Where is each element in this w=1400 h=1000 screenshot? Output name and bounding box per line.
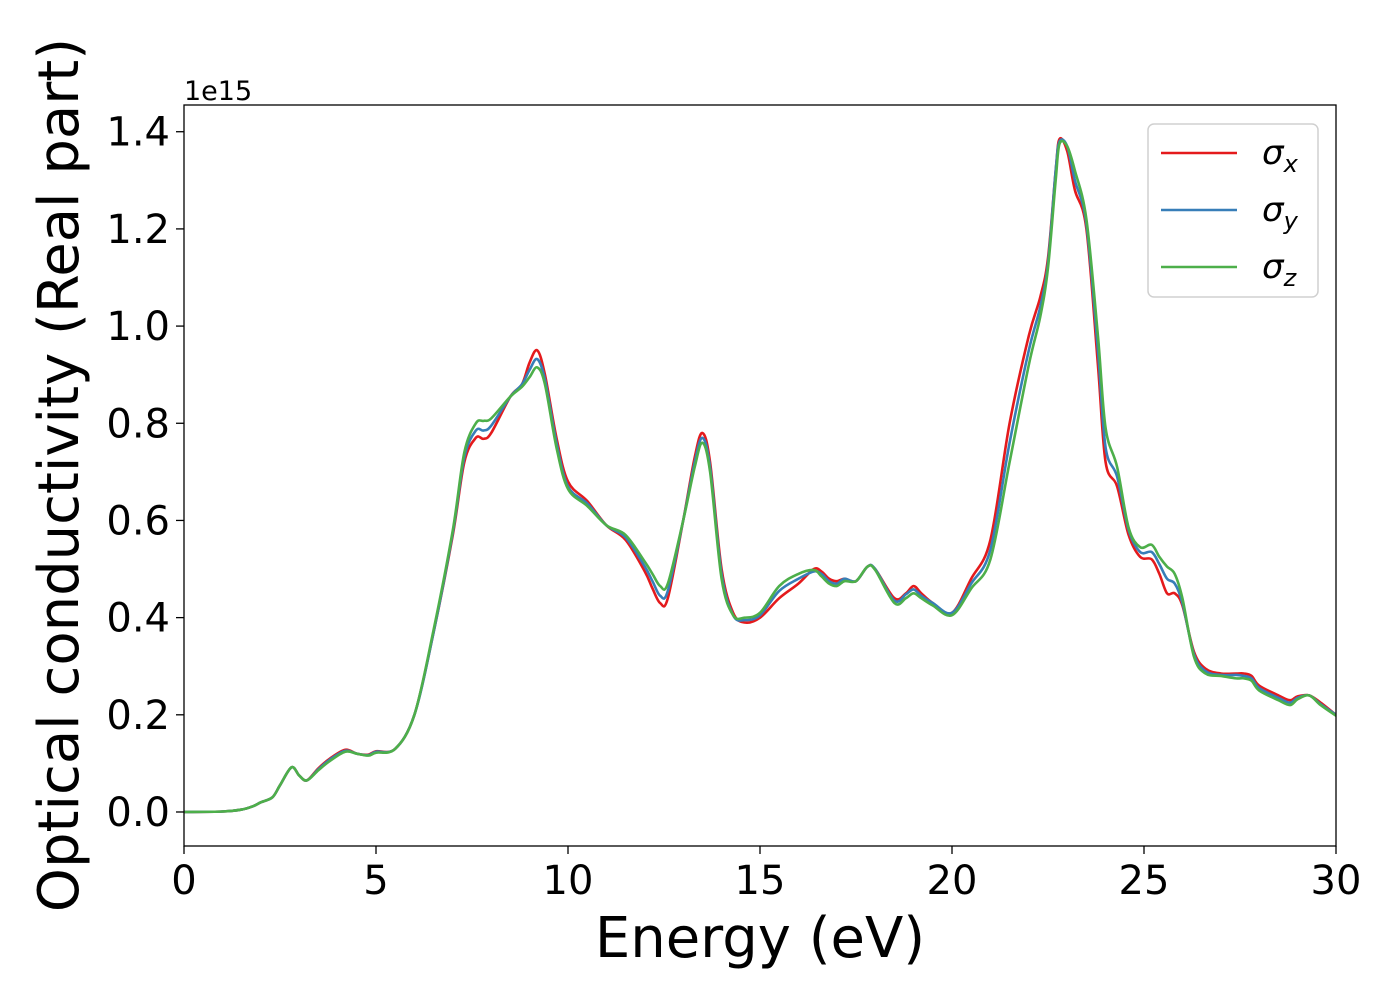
y-tick-label: 1.2 — [106, 207, 170, 253]
x-tick-label: 25 — [1119, 858, 1170, 904]
y-axis-label: Optical conductivity (Real part) — [27, 38, 92, 912]
y-tick-label: 0.8 — [106, 401, 170, 447]
y-tick-label: 0.4 — [106, 596, 170, 642]
x-tick-label: 30 — [1311, 858, 1362, 904]
x-tick-label: 20 — [927, 858, 978, 904]
x-axis-label: Energy (eV) — [595, 906, 925, 971]
series-layer — [184, 136, 1336, 814]
legend-label-z: σz — [1262, 247, 1298, 292]
x-tick-label: 0 — [171, 858, 196, 904]
y-offset-label: 1e15 — [184, 76, 252, 107]
legend-label-x: σx — [1262, 133, 1299, 178]
y-tick-label: 0.2 — [106, 693, 170, 739]
x-tick-label: 5 — [363, 858, 388, 904]
legend-label-y: σy — [1262, 190, 1299, 235]
series-line-z — [184, 139, 1336, 814]
x-axis: 0 5 10 15 20 25 30 — [171, 846, 1361, 904]
x-tick-label: 15 — [735, 858, 786, 904]
legend: σx σy σz — [1147, 123, 1319, 298]
y-tick-label: 0.0 — [106, 790, 170, 836]
y-tick-label: 0.6 — [106, 498, 170, 544]
y-axis: 0.0 0.2 0.4 0.6 0.8 1.0 1.2 1.4 — [106, 110, 184, 836]
x-tick-label: 10 — [543, 858, 594, 904]
y-tick-label: 1.0 — [106, 304, 170, 350]
y-tick-label: 1.4 — [106, 110, 170, 156]
